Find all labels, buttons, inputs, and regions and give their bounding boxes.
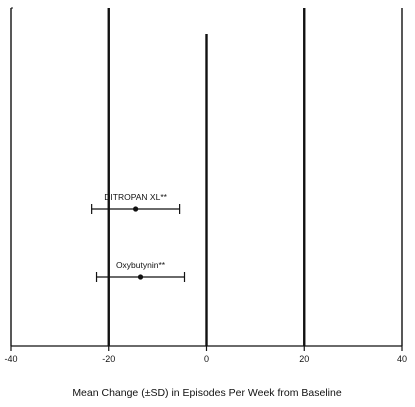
reference-lines [10,8,403,346]
series-2: Oxybutynin** [95,260,186,282]
x-tick-label: -20 [102,354,115,364]
x-axis-ticks: -40 -20 0 20 40 [4,346,407,364]
x-tick-label: 0 [204,354,209,364]
x-tick-label: 40 [397,354,407,364]
series-label: DITROPAN XL** [104,192,167,202]
x-axis-title: Mean Change (±SD) in Episodes Per Week f… [72,387,342,399]
x-tick-label: 20 [299,354,309,364]
series-label: Oxybutynin** [116,260,166,270]
mean-point [137,274,144,280]
data-points: DITROPAN XL** Oxybutynin** [91,192,186,282]
series-1: DITROPAN XL** [91,192,181,214]
x-tick-label: -40 [4,354,17,364]
mean-point [133,206,139,212]
